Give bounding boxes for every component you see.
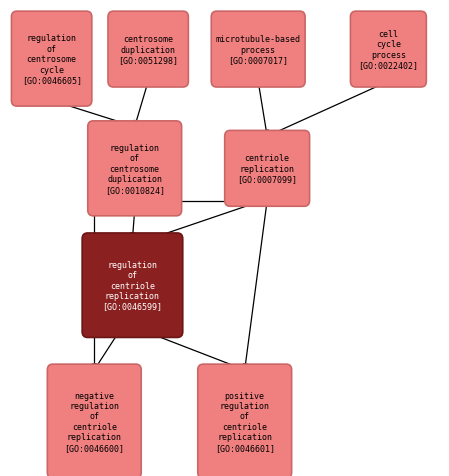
- FancyBboxPatch shape: [47, 365, 141, 476]
- FancyBboxPatch shape: [350, 12, 426, 88]
- Text: regulation
of
centrosome
cycle
[GO:0046605]: regulation of centrosome cycle [GO:00466…: [22, 34, 82, 85]
- Text: regulation
of
centrosome
duplication
[GO:0010824]: regulation of centrosome duplication [GO…: [105, 144, 165, 194]
- Text: negative
regulation
of
centriole
replication
[GO:0046600]: negative regulation of centriole replica…: [64, 391, 124, 452]
- FancyBboxPatch shape: [198, 365, 292, 476]
- Text: centrosome
duplication
[GO:0051298]: centrosome duplication [GO:0051298]: [118, 35, 178, 65]
- Text: regulation
of
centriole
replication
[GO:0046599]: regulation of centriole replication [GO:…: [102, 260, 163, 311]
- FancyBboxPatch shape: [224, 131, 310, 207]
- FancyBboxPatch shape: [82, 234, 183, 338]
- FancyBboxPatch shape: [108, 12, 189, 88]
- Text: centriole
replication
[GO:0007099]: centriole replication [GO:0007099]: [237, 154, 297, 184]
- FancyBboxPatch shape: [12, 12, 92, 107]
- FancyBboxPatch shape: [88, 122, 181, 216]
- FancyBboxPatch shape: [211, 12, 305, 88]
- Text: positive
regulation
of
centriole
replication
[GO:0046601]: positive regulation of centriole replica…: [215, 391, 275, 452]
- Text: cell
cycle
process
[GO:0022402]: cell cycle process [GO:0022402]: [358, 30, 418, 70]
- Text: microtubule-based
process
[GO:0007017]: microtubule-based process [GO:0007017]: [216, 35, 301, 65]
